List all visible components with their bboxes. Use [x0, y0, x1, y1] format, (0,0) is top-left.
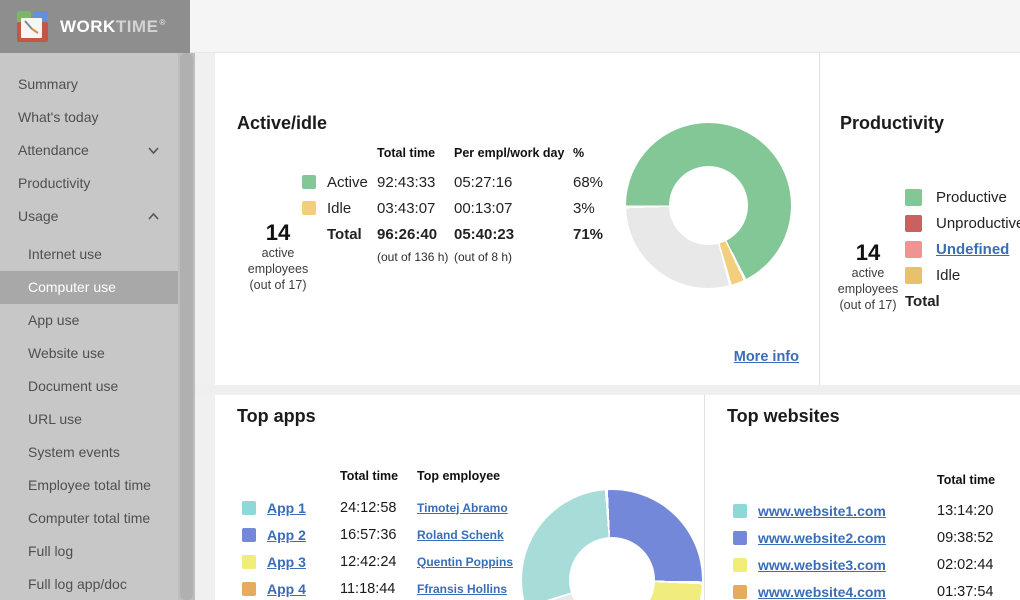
website2-swatch [733, 530, 747, 545]
active-idle-title: Active/idle [237, 113, 328, 133]
table-row-active: Active 92:43:33 05:27:16 68% [302, 172, 625, 192]
website2-link[interactable]: www.website2.com [758, 529, 886, 546]
app3-link[interactable]: App 3 [267, 553, 306, 570]
table-row-total: Total 96:26:40 05:40:23 71% [327, 225, 604, 243]
top-websites-title: Top websites [727, 406, 840, 426]
active-swatch [302, 175, 316, 189]
top-apps-rows: App 1 24:12:58 Timotej Abramo App 2 16:5… [242, 494, 513, 600]
top-websites-header-row: Total time [937, 473, 996, 487]
donut-hole [569, 537, 655, 600]
active-idle-panel: Active/idle 14 active employees (out of … [215, 53, 819, 385]
chevron-down-icon [147, 144, 160, 157]
active-idle-table: Total time Per empl/work day % Active 92… [302, 145, 625, 264]
top-websites-panel: Top websites Total time www.website1.com… [705, 395, 1020, 600]
sidebar-item-system-events[interactable]: System events [28, 444, 120, 460]
sidebar-item-internet-use[interactable]: Internet use [28, 246, 102, 262]
brand-wordmark: WORKTIME® [60, 16, 166, 36]
donut-hole [669, 166, 748, 245]
website1-swatch [733, 503, 747, 518]
top-app-row: App 2 16:57:36 Roland Schenk [242, 521, 513, 548]
sidebar-nav: Summary What's today Attendance Producti… [0, 53, 178, 600]
idle-swatch [302, 201, 316, 215]
worktime-clock-icon [17, 11, 48, 42]
legend-item-total: Total [905, 292, 940, 310]
productivity-panel: Productivity 14 active employees (out of… [820, 53, 1020, 385]
top-website-row: www.website4.com 01:37:54 [733, 578, 993, 600]
top-website-row: www.website3.com 02:02:44 [733, 551, 993, 578]
legend-item-unproductive: Unproductive [905, 210, 1020, 236]
vertical-divider [704, 395, 705, 600]
chevron-up-icon [147, 210, 160, 223]
horizontal-divider [195, 385, 1020, 395]
employee-link[interactable]: Timotej Abramo [417, 500, 508, 515]
legend-item-productive: Productive [905, 184, 1020, 210]
sidebar-item-full-log-app-doc[interactable]: Full log app/doc [28, 576, 127, 592]
productivity-legend: Productive Unproductive Undefined Idle T… [905, 184, 1020, 314]
top-apps-donut-chart[interactable] [522, 490, 702, 600]
top-app-row: App 3 12:42:24 Quentin Poppins [242, 548, 513, 575]
sidebar-item-computer-total-time[interactable]: Computer total time [28, 510, 151, 526]
undefined-link[interactable]: Undefined [936, 240, 1010, 258]
sidebar-item-app-use[interactable]: App use [28, 312, 80, 328]
sidebar-item-full-log[interactable]: Full log [28, 543, 74, 559]
sidebar-item-employee-total-time[interactable]: Employee total time [28, 477, 151, 493]
top-website-row: www.website1.com 13:14:20 [733, 497, 993, 524]
top-website-row: www.website2.com 09:38:52 [733, 524, 993, 551]
table-row-idle: Idle 03:43:07 00:13:07 3% [302, 198, 625, 218]
legend-item-undefined: Undefined [905, 236, 1020, 262]
top-app-row: App 1 24:12:58 Timotej Abramo [242, 494, 513, 521]
sidebar-scrollbar[interactable] [178, 53, 195, 600]
sidebar-item-productivity[interactable]: Productivity [18, 175, 91, 191]
table-row-total-notes: (out of 136 h) (out of 8 h) [377, 250, 513, 264]
top-app-row: App 4 11:18:44 Ffransis Hollins [242, 575, 513, 600]
unproductive-swatch [905, 214, 922, 232]
productive-swatch [905, 188, 922, 206]
idle-swatch [905, 266, 922, 284]
sidebar-item-url-use[interactable]: URL use [28, 411, 82, 427]
sidebar-item-document-use[interactable]: Document use [28, 378, 119, 394]
sidebar-item-summary[interactable]: Summary [18, 76, 78, 92]
undefined-swatch [905, 240, 922, 258]
sidebar-item-attendance[interactable]: Attendance [0, 134, 178, 167]
top-apps-header-row: Total time Top employee [340, 469, 501, 483]
legend-item-idle: Idle [905, 262, 1020, 288]
app4-swatch [242, 581, 256, 596]
sidebar-item-website-use[interactable]: Website use [28, 345, 105, 361]
active-employee-count: 14 [265, 220, 291, 245]
website4-swatch [733, 584, 747, 599]
app1-link[interactable]: App 1 [267, 499, 306, 516]
scrollbar-thumb[interactable] [180, 53, 193, 600]
sidebar-item-computer-use[interactable]: Computer use [0, 271, 178, 304]
sidebar-item-whats-today[interactable]: What's today [18, 109, 99, 125]
content-gap [195, 53, 215, 600]
app4-link[interactable]: App 4 [267, 580, 306, 597]
top-apps-title: Top apps [237, 406, 316, 426]
table-header-row: Total time Per empl/work day % [377, 146, 585, 160]
vertical-divider [819, 53, 820, 385]
website3-link[interactable]: www.website3.com [758, 556, 886, 573]
website1-link[interactable]: www.website1.com [758, 502, 886, 519]
employee-link[interactable]: Quentin Poppins [417, 554, 513, 569]
active-idle-donut-chart[interactable] [626, 123, 791, 288]
website3-swatch [733, 557, 747, 572]
productivity-employees-summary: 14 active employees (out of 17) [830, 241, 906, 313]
website4-link[interactable]: www.website4.com [758, 583, 886, 600]
top-apps-panel: Top apps Total time Top employee App 1 2… [215, 395, 704, 600]
active-employees-summary: 14 active employees (out of 17) [230, 221, 326, 293]
app1-swatch [242, 500, 256, 515]
productivity-title: Productivity [840, 113, 945, 133]
app3-swatch [242, 554, 256, 569]
employee-link[interactable]: Roland Schenk [417, 527, 504, 542]
top-websites-rows: www.website1.com 13:14:20 www.website2.c… [733, 497, 993, 600]
top-bar [190, 0, 1020, 53]
sidebar-item-usage[interactable]: Usage [0, 200, 178, 233]
more-info-link[interactable]: More info [733, 349, 799, 365]
app2-swatch [242, 527, 256, 542]
active-employee-count: 14 [855, 240, 881, 265]
logo-clock-face [21, 18, 42, 38]
app2-link[interactable]: App 2 [267, 526, 306, 543]
logo-block[interactable]: WORKTIME® [0, 0, 190, 53]
employee-link[interactable]: Ffransis Hollins [417, 581, 508, 596]
